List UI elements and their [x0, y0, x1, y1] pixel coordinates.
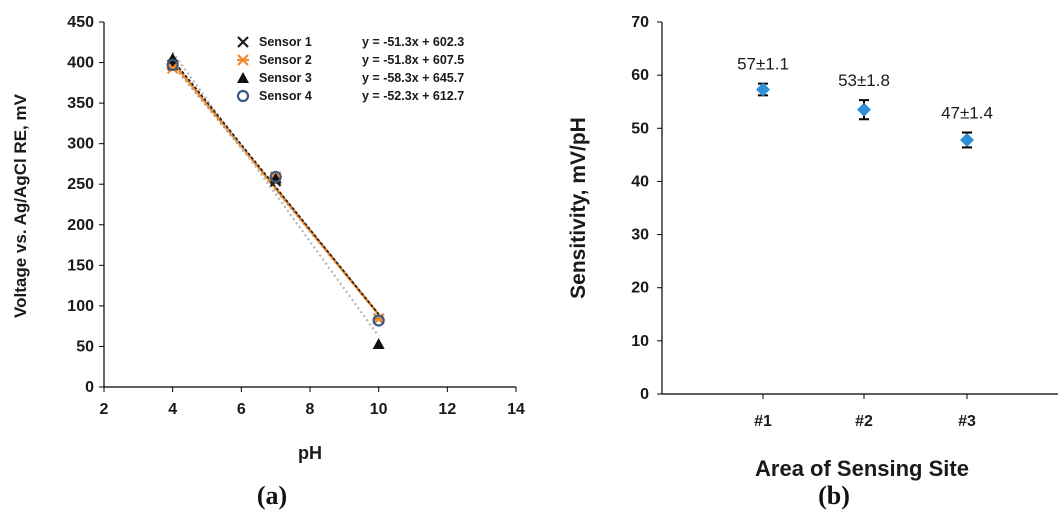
y-tick-label: 0: [640, 386, 649, 403]
panel-label: (b): [818, 481, 850, 510]
x-tick-label: 2: [100, 401, 109, 418]
y-tick-label: 60: [631, 67, 649, 84]
x-tick-label: 8: [306, 401, 315, 418]
y-tick-label: 10: [631, 333, 649, 350]
data-label: 53±1.8: [838, 71, 890, 90]
legend-marker: [237, 72, 249, 83]
y-tick-label: 20: [631, 280, 649, 297]
y-tick-label: 150: [67, 257, 94, 274]
data-point-sensor-4: [372, 314, 385, 327]
data-point-sensor-4: [166, 58, 179, 72]
x-tick-label: 4: [168, 401, 177, 418]
y-axis-title: Voltage vs. Ag/AgCl RE, mV: [11, 93, 30, 318]
legend-equation: y = -51.3x + 602.3: [362, 35, 464, 49]
y-tick-label: 350: [67, 95, 94, 112]
y-tick-label: 250: [67, 176, 94, 193]
trendline-2: [171, 61, 380, 316]
y-tick-label: 100: [67, 298, 94, 315]
data-label: 57±1.1: [737, 55, 789, 74]
x-tick-label: 6: [237, 401, 246, 418]
x-tick-label: #1: [754, 413, 772, 430]
data-point: [756, 82, 770, 97]
legend-equation: y = -58.3x + 645.7: [362, 71, 464, 85]
data-point-sensor-3: [372, 338, 385, 350]
y-tick-label: 450: [67, 14, 94, 31]
legend-label: Sensor 4: [259, 89, 312, 103]
data-point-sensor-4: [269, 170, 282, 184]
legend-marker: [237, 54, 249, 66]
y-tick-label: 300: [67, 136, 94, 153]
y-tick-label: 30: [631, 227, 649, 244]
y-axis-title: Sensitivity, mV/pH: [567, 117, 590, 299]
legend-equation: y = -51.8x + 607.5: [362, 53, 464, 67]
x-tick-label: 14: [507, 401, 525, 418]
data-label: 47±1.4: [941, 104, 993, 123]
legend-equation: y = -52.3x + 612.7: [362, 89, 464, 103]
x-tick-label: 12: [438, 401, 456, 418]
x-tick-label: 10: [370, 401, 388, 418]
legend-label: Sensor 2: [259, 53, 312, 67]
chart-panel-a: 0 50 100 150 200 250 300 350 400 450 2 4 6 8 10 12 14 S…: [11, 14, 525, 510]
panel-label: (a): [257, 481, 287, 510]
marker-stroke: [237, 36, 249, 48]
x-tick-label: #3: [958, 413, 976, 430]
x-axis-title: pH: [298, 443, 322, 463]
x-axis-title: Area of Sensing Site: [755, 456, 969, 481]
legend-label: Sensor 1: [259, 35, 312, 49]
trendline-3: [171, 51, 380, 337]
legend-label: Sensor 3: [259, 71, 312, 85]
y-tick-label: 40: [631, 173, 649, 190]
data-point: [960, 132, 974, 147]
y-tick-label: 400: [67, 55, 94, 72]
legend-marker: [237, 36, 249, 48]
y-tick-label: 50: [76, 338, 94, 355]
y-tick-label: 0: [85, 379, 94, 396]
y-tick-label: 70: [631, 14, 649, 31]
y-tick-label: 50: [631, 120, 649, 137]
legend-marker: [236, 89, 250, 103]
chart-panel-b: 0 10 20 30 40 50 60 70 #1 #2 #3 57±1.1 53±1.8 47±1.…: [567, 14, 1058, 510]
y-tick-label: 200: [67, 217, 94, 234]
x-tick-label: #2: [855, 413, 873, 430]
data-point: [857, 102, 871, 117]
trendline-4: [172, 59, 380, 315]
